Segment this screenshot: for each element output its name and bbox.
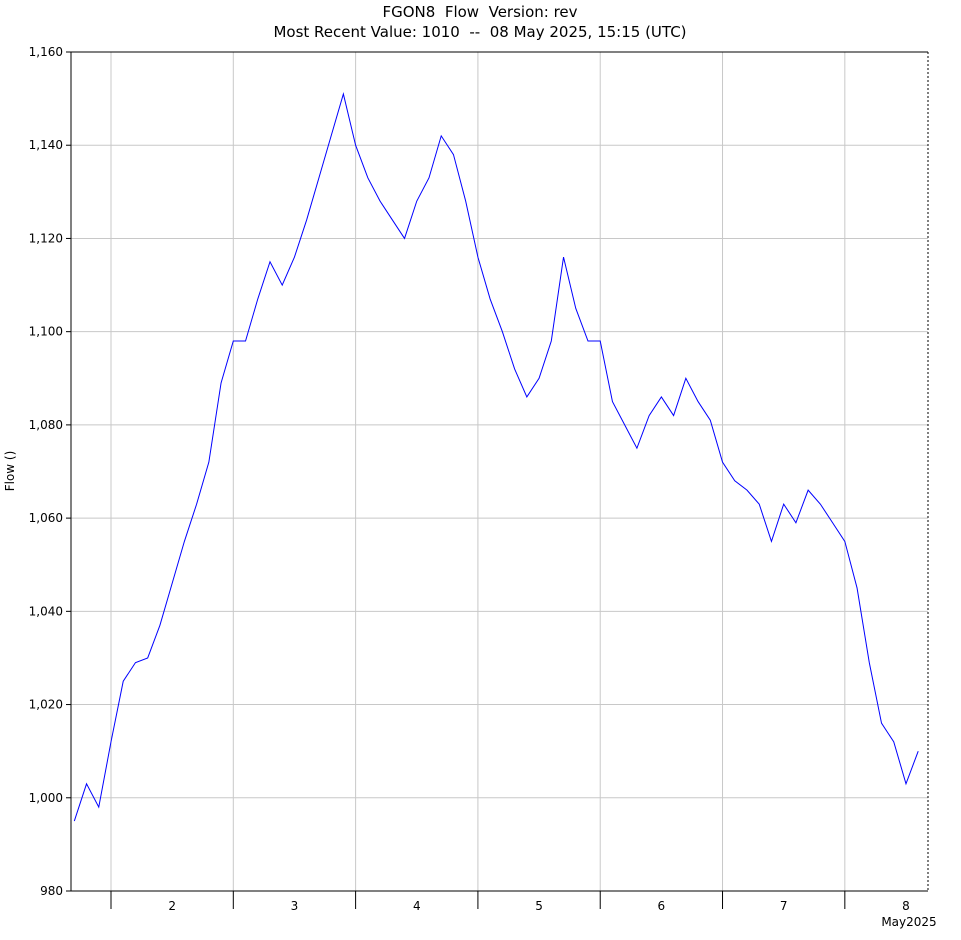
x-tick-label: 5 (535, 899, 543, 913)
x-tick-label: 4 (413, 899, 421, 913)
x-tick-label: 8 (902, 899, 910, 913)
x-tick-label: 6 (658, 899, 666, 913)
x-unit-label: May2025 (881, 915, 936, 929)
y-tick-label: 1,080 (29, 418, 63, 432)
y-tick-label: 1,120 (29, 231, 63, 245)
y-tick-label: 1,100 (29, 325, 63, 339)
chart-subtitle: Most Recent Value: 1010 -- 08 May 2025, … (273, 23, 686, 41)
y-tick-label: 1,160 (29, 45, 63, 59)
y-tick-label: 1,040 (29, 604, 63, 618)
data-line (73, 91, 919, 822)
x-tick-label: 3 (291, 899, 299, 913)
y-tick-label: 1,020 (29, 698, 63, 712)
y-tick-label: 1,000 (29, 791, 63, 805)
x-tick-label: 7 (780, 899, 788, 913)
y-tick-label: 980 (40, 884, 63, 898)
y-tick-label: 1,060 (29, 511, 63, 525)
y-tick-label: 1,140 (29, 138, 63, 152)
chart-title: FGON8 Flow Version: rev (382, 3, 577, 21)
x-tick-label: 2 (168, 899, 176, 913)
y-axis-label: Flow () (3, 451, 17, 492)
